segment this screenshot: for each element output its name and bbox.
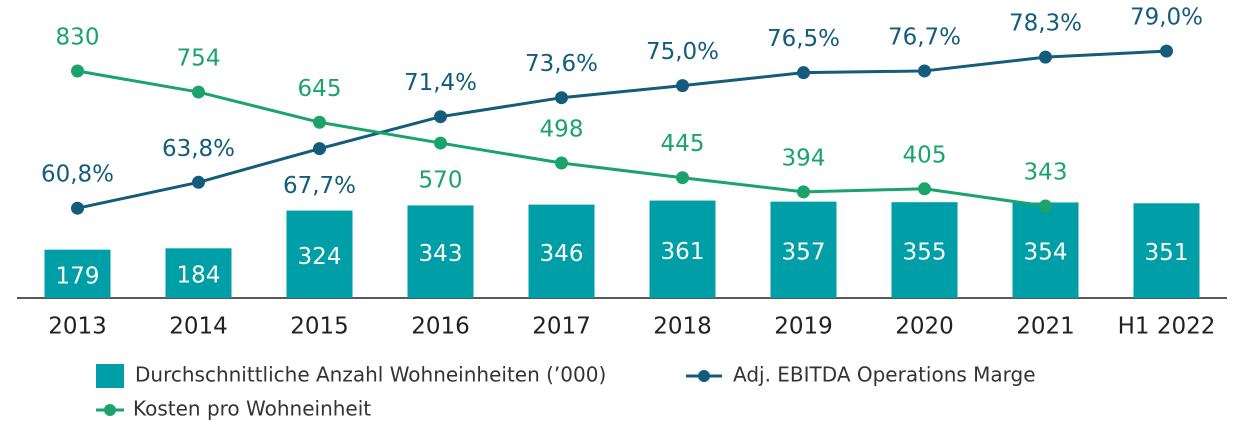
legend-marker	[698, 370, 710, 382]
legend-marker	[104, 404, 116, 416]
legend-label: Durchschnittliche Anzahl Wohneinheiten (…	[135, 363, 606, 387]
legend-label: Kosten pro Wohneinheit	[133, 397, 371, 421]
marker	[434, 136, 447, 150]
data-label: 351	[1145, 240, 1189, 266]
bar	[407, 205, 474, 298]
marker	[71, 201, 84, 215]
x-tick-label: 2021	[1016, 314, 1075, 340]
data-label: 343	[419, 241, 463, 267]
data-label: 60,8%	[41, 162, 114, 188]
marker	[313, 142, 326, 156]
bar	[1012, 202, 1079, 298]
data-label: 76,5%	[767, 26, 840, 52]
data-label: 645	[298, 76, 342, 102]
marker	[555, 156, 568, 170]
line	[77, 49, 1167, 210]
legend-label: Adj. EBITDA Operations Marge	[733, 363, 1036, 387]
x-tick-label: 2013	[48, 314, 107, 340]
data-label: 63,8%	[162, 136, 235, 162]
marker	[918, 182, 931, 196]
marker	[918, 64, 931, 78]
marker	[1160, 44, 1173, 58]
x-tick-label: 2016	[411, 314, 470, 340]
data-label: 394	[782, 145, 826, 171]
data-label: 445	[661, 131, 705, 157]
bar	[44, 249, 111, 298]
data-label: 76,7%	[888, 24, 961, 50]
marker	[676, 79, 689, 93]
marker	[797, 185, 810, 199]
marker	[71, 64, 84, 78]
data-label: 67,7%	[283, 173, 356, 199]
data-label: 357	[782, 239, 826, 265]
data-label: 343	[1024, 159, 1068, 185]
data-label: 75,0%	[646, 39, 719, 65]
bar	[1133, 203, 1200, 298]
x-tick-label: 2014	[169, 314, 228, 340]
data-label: 179	[56, 263, 100, 289]
marker	[192, 175, 205, 189]
x-tick-label: H1 2022	[1118, 314, 1216, 340]
data-label: 405	[903, 142, 947, 168]
x-tick-label: 2018	[653, 314, 712, 340]
x-tick-label: 2020	[895, 314, 954, 340]
marker	[676, 171, 689, 185]
bar	[891, 202, 958, 298]
legend-swatch	[96, 364, 124, 388]
marker	[555, 91, 568, 105]
bar	[770, 201, 837, 298]
x-tick-label: 2015	[290, 314, 349, 340]
marker	[192, 85, 205, 99]
data-label: 71,4%	[404, 70, 477, 96]
bar	[165, 248, 232, 298]
bar	[649, 200, 716, 298]
data-label: 354	[1024, 240, 1068, 266]
data-label: 355	[903, 240, 947, 266]
data-label: 361	[661, 239, 705, 265]
data-label: 79,0%	[1130, 5, 1203, 31]
data-label: 754	[177, 46, 221, 72]
marker	[313, 115, 326, 129]
marker	[1039, 50, 1052, 64]
data-label: 346	[540, 241, 584, 267]
data-label: 78,3%	[1009, 11, 1082, 37]
data-label: 73,6%	[525, 51, 598, 77]
marker	[1039, 199, 1052, 213]
data-label: 498	[540, 117, 584, 143]
x-tick-label: 2019	[774, 314, 833, 340]
marker	[797, 66, 810, 80]
bar	[528, 204, 595, 298]
data-label: 184	[177, 263, 221, 289]
data-label: 830	[56, 24, 100, 50]
data-label: 570	[419, 168, 463, 194]
bar	[286, 210, 353, 298]
x-tick-label: 2017	[532, 314, 591, 340]
data-label: 324	[298, 244, 342, 270]
marker	[434, 110, 447, 124]
